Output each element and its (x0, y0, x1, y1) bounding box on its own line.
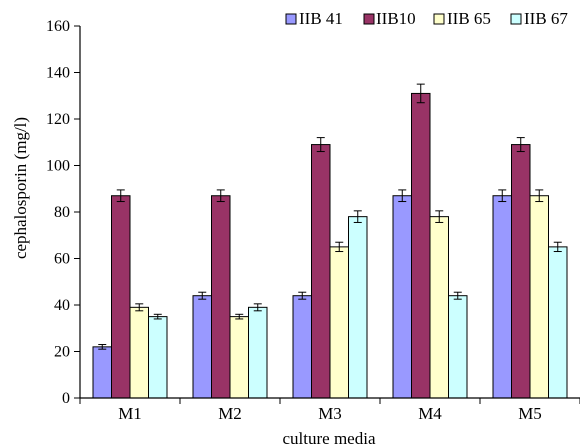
bar-iib-41-m4 (392, 195, 412, 399)
bar-iib10-m5 (511, 144, 531, 399)
x-tick-label: M2 (218, 404, 242, 423)
x-tick-label: M3 (318, 404, 342, 423)
bar-iib-65-m3 (329, 246, 349, 399)
legend-label-iib10: IIB10 (376, 9, 416, 28)
bar-iib-41-m5 (492, 195, 512, 399)
legend-label-iib-67: IIB 67 (524, 9, 568, 28)
y-tick-label: 100 (46, 158, 70, 175)
x-tick-label: M5 (518, 404, 542, 423)
bars-layer (92, 83, 568, 399)
bar-iib-41-m3 (292, 295, 312, 399)
y-tick-label: 60 (54, 251, 70, 268)
bar-iib-67-m1 (148, 316, 168, 399)
bar-iib10-m4 (411, 92, 431, 399)
y-tick-label: 0 (62, 390, 70, 407)
bar-iib-65-m5 (529, 195, 549, 399)
y-tick-label: 140 (46, 65, 70, 82)
bar-iib-65-m4 (429, 216, 449, 399)
y-axis-title: cephalosporin (mg/l) (11, 117, 30, 259)
y-tick-label: 20 (54, 344, 70, 361)
legend-swatch-iib-65 (433, 13, 445, 25)
legend-swatch-iib-41 (285, 13, 297, 25)
bar-iib-67-m3 (348, 216, 368, 399)
y-tick-label: 80 (54, 204, 70, 221)
x-tick-label: M1 (118, 404, 142, 423)
legend-swatch-iib-67 (510, 13, 522, 25)
bar-iib-41-m1 (92, 346, 112, 399)
bar-iib10-m2 (211, 195, 231, 399)
axes-layer: 0 20 40 60 80 100 120 140 160 M1 M2 M3 M4 M5 (46, 18, 580, 423)
legend: IIB 41 IIB10 IIB 65 IIB 67 (285, 9, 568, 28)
x-tick-label: M4 (418, 404, 442, 423)
bar-iib-41-m2 (192, 295, 212, 399)
bar-iib-67-m2 (248, 306, 268, 399)
bar-iib10-m3 (311, 144, 331, 399)
y-tick-label: 120 (46, 111, 70, 128)
y-tick-label: 40 (54, 297, 70, 314)
legend-label-iib-65: IIB 65 (447, 9, 491, 28)
legend-label-iib-41: IIB 41 (299, 9, 343, 28)
bar-iib-67-m4 (448, 295, 468, 399)
bar-iib10-m1 (111, 195, 131, 399)
bar-iib-67-m5 (548, 246, 568, 399)
bar-iib-65-m1 (129, 306, 149, 399)
bar-iib-65-m2 (229, 316, 249, 399)
x-axis-title: culture media (283, 429, 376, 446)
y-tick-label: 160 (46, 18, 70, 35)
legend-swatch-iib10 (363, 13, 375, 25)
